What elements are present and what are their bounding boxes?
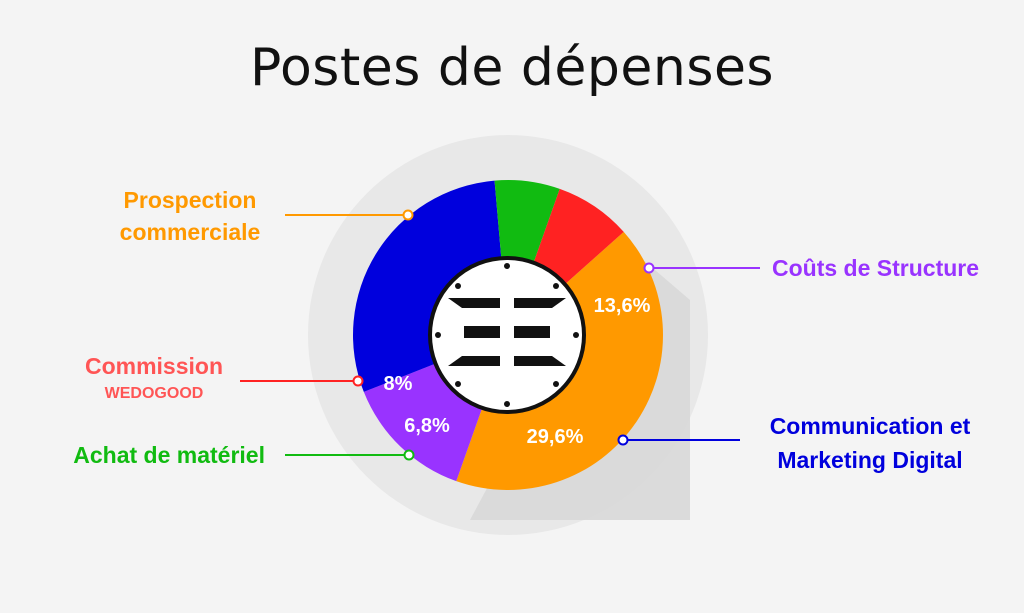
donut-slice-3 [494, 180, 560, 263]
callout-dot-1 [643, 262, 655, 274]
slice-value-label-4: 8% [384, 373, 413, 395]
callout-label-0-line-1: commerciale [120, 219, 261, 245]
logo-circle [428, 256, 586, 414]
slice-value-label-2: 29,6% [527, 426, 584, 448]
donut-slice-0 [456, 231, 664, 491]
callout-label-2-line-1: Marketing Digital [777, 447, 962, 473]
logo-bars [448, 298, 566, 366]
slice-value-label-1: 13,6% [594, 295, 651, 317]
donut-slices: 42%13,6%29,6%6,8%8% [353, 180, 664, 491]
slice-value-label-3: 6,8% [404, 415, 450, 437]
callout-label-2-line-0: Communication et [770, 413, 971, 439]
callout-dot-3 [403, 449, 415, 461]
callout-label-0-line-0: Prospection [124, 187, 257, 213]
callout-label-3-line-0: Achat de matériel [73, 442, 265, 468]
donut-slice-2 [353, 180, 502, 392]
callout-label-4-line-1: WEDOGOOD [105, 385, 204, 402]
center-logo [428, 256, 586, 414]
donut-slice-1 [363, 363, 483, 482]
donut-slice-4 [533, 188, 624, 284]
logo-dots [435, 263, 579, 407]
callout-label-4-line-0: Commission [85, 353, 223, 379]
callout-dot-2 [617, 434, 629, 446]
callout-dot-4 [352, 375, 364, 387]
callout-label-1-line-0: Coûts de Structure [772, 255, 979, 281]
callout-dot-0 [402, 209, 414, 221]
callouts: Prospection commerciale Coûts de Structure… [73, 187, 979, 473]
chart-title: Postes de dépenses [249, 38, 775, 98]
